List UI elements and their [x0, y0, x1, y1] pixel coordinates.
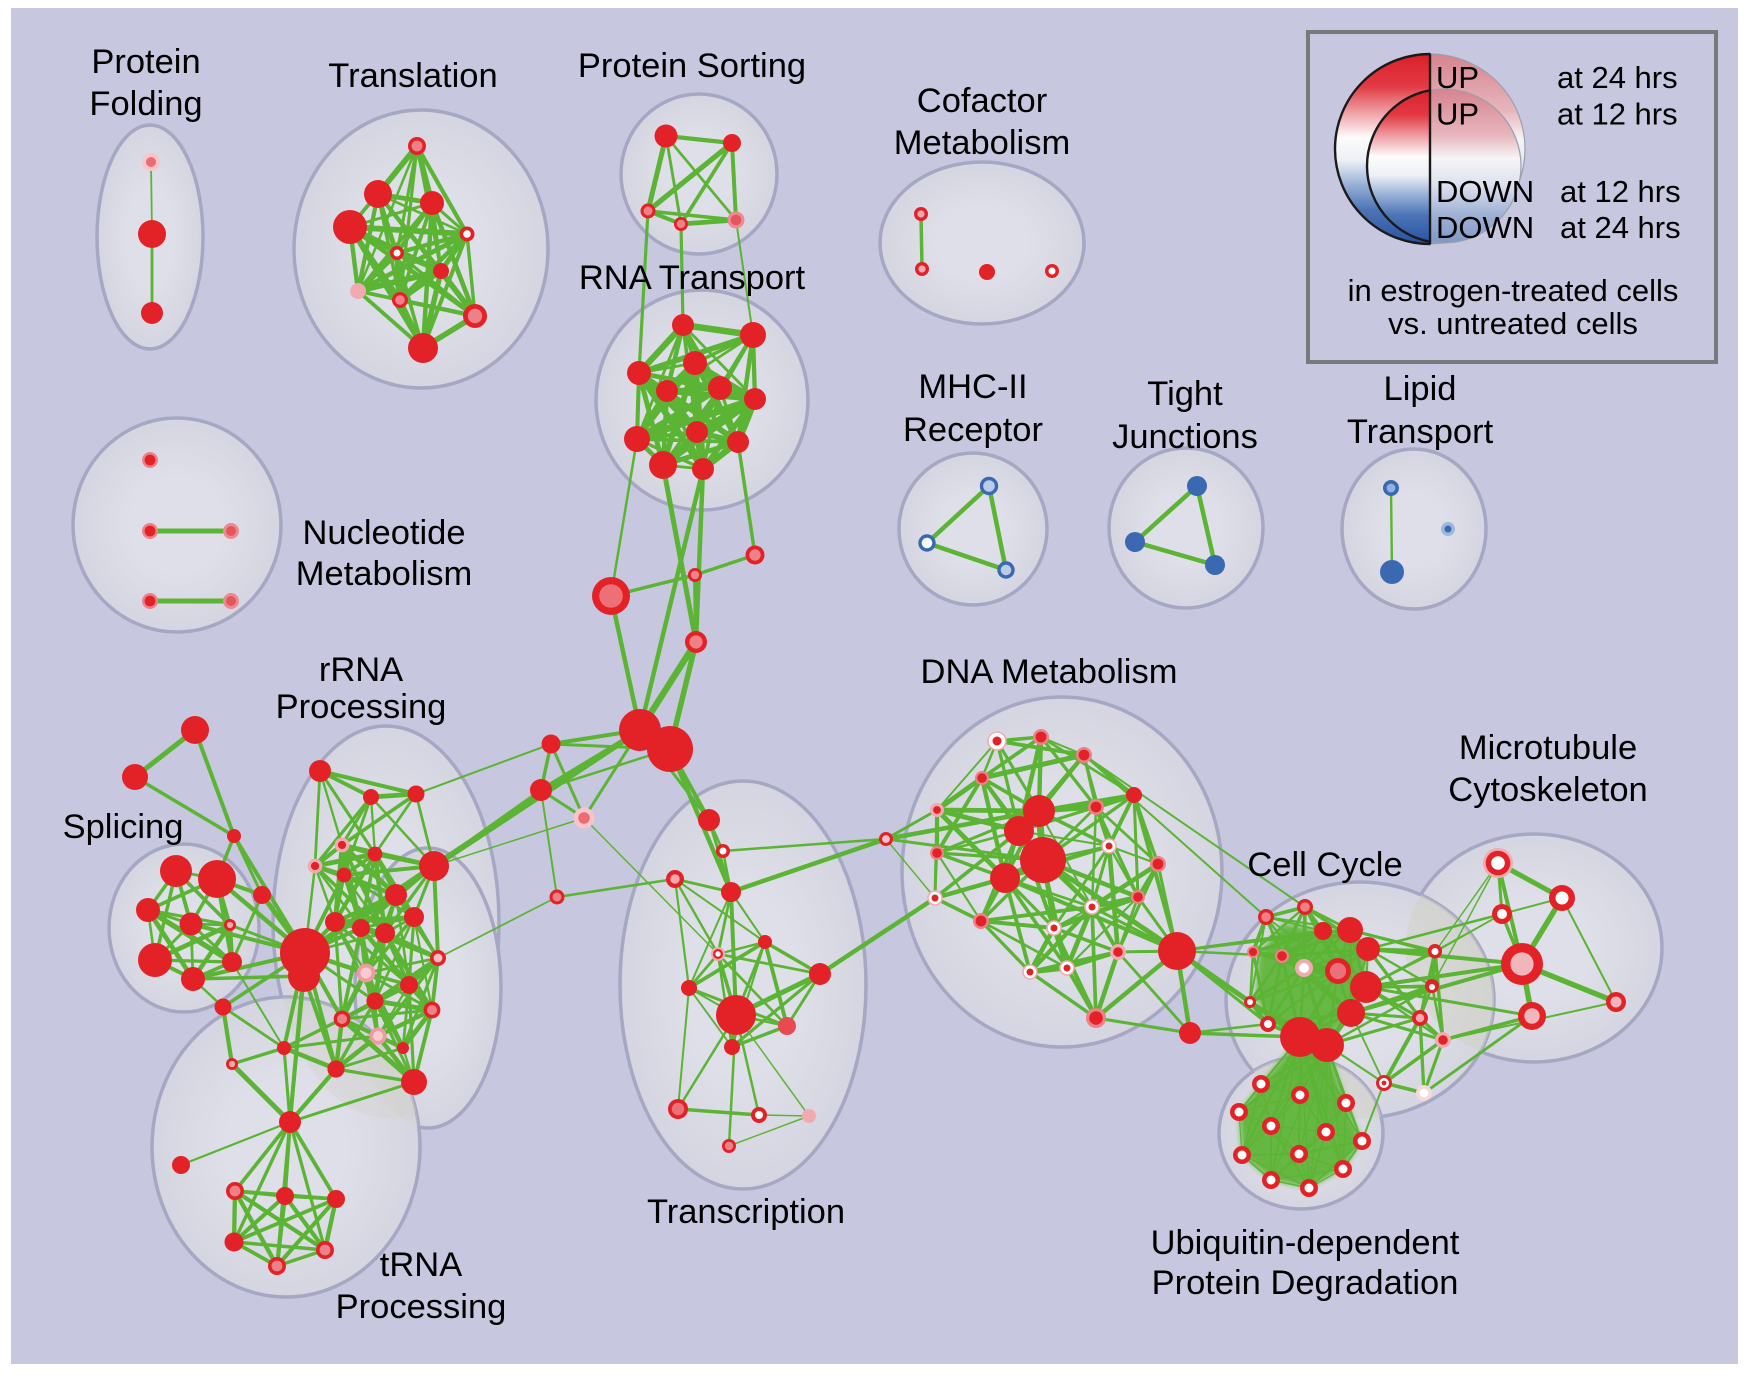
svg-text:Protein: Protein	[91, 43, 200, 81]
svg-text:at 12 hrs: at 12 hrs	[1557, 97, 1678, 132]
svg-text:Ubiquitin-dependent: Ubiquitin-dependent	[1151, 1224, 1460, 1262]
svg-text:RNA Transport: RNA Transport	[579, 259, 806, 297]
svg-text:Processing: Processing	[276, 688, 447, 726]
svg-text:at 24 hrs: at 24 hrs	[1560, 210, 1681, 245]
svg-text:Cytoskeleton: Cytoskeleton	[1448, 771, 1647, 809]
svg-text:Receptor: Receptor	[903, 411, 1043, 449]
svg-text:Nucleotide: Nucleotide	[302, 514, 465, 552]
svg-text:UP: UP	[1436, 60, 1479, 95]
svg-text:Microtubule: Microtubule	[1459, 729, 1637, 767]
svg-text:Cofactor: Cofactor	[917, 82, 1047, 120]
svg-text:rRNA: rRNA	[319, 651, 403, 689]
svg-text:DOWN: DOWN	[1436, 210, 1534, 245]
svg-text:Transport: Transport	[1347, 413, 1494, 451]
svg-text:Translation: Translation	[328, 57, 497, 95]
svg-text:MHC-II: MHC-II	[918, 368, 1027, 406]
svg-text:Protein Sorting: Protein Sorting	[578, 47, 806, 85]
svg-text:at 24 hrs: at 24 hrs	[1557, 60, 1678, 95]
svg-text:tRNA: tRNA	[380, 1246, 462, 1284]
svg-text:Cell Cycle: Cell Cycle	[1247, 846, 1402, 884]
svg-text:DNA Metabolism: DNA Metabolism	[921, 653, 1178, 691]
svg-text:Folding: Folding	[89, 85, 202, 123]
svg-text:Lipid: Lipid	[1384, 370, 1457, 408]
svg-text:Junctions: Junctions	[1112, 418, 1258, 456]
svg-text:Tight: Tight	[1147, 375, 1223, 413]
svg-text:vs. untreated cells: vs. untreated cells	[1388, 306, 1638, 341]
svg-text:Processing: Processing	[336, 1288, 507, 1326]
svg-text:Metabolism: Metabolism	[296, 555, 472, 593]
svg-text:Splicing: Splicing	[63, 808, 184, 846]
svg-text:DOWN: DOWN	[1436, 174, 1534, 209]
svg-text:at 12 hrs: at 12 hrs	[1560, 174, 1681, 209]
svg-text:Transcription: Transcription	[647, 1193, 845, 1231]
svg-text:Protein Degradation: Protein Degradation	[1152, 1264, 1459, 1302]
svg-text:in estrogen-treated cells: in estrogen-treated cells	[1348, 273, 1679, 308]
svg-text:Metabolism: Metabolism	[894, 124, 1070, 162]
svg-text:UP: UP	[1436, 97, 1479, 132]
